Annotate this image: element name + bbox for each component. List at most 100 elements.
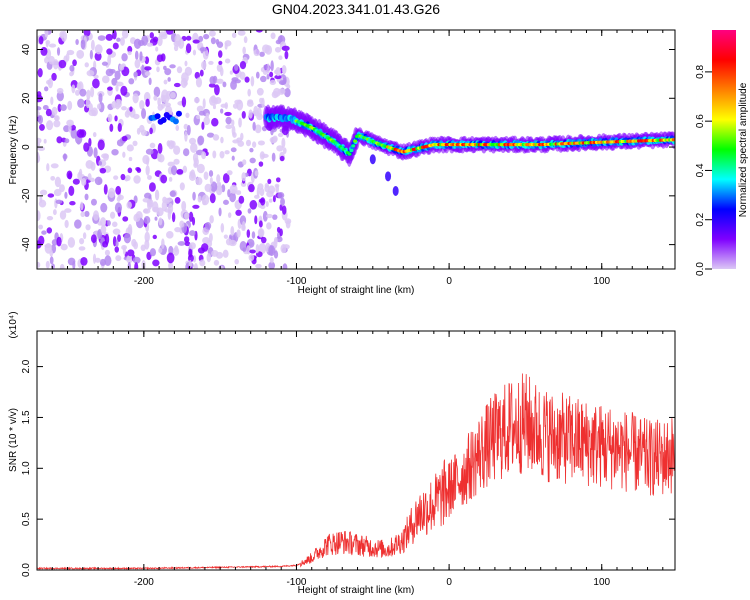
noise-blob: [277, 88, 286, 95]
noise-blob: [145, 98, 150, 107]
noise-blob: [198, 35, 204, 43]
noise-blob: [147, 175, 152, 180]
noise-blob: [104, 249, 110, 256]
ridge-blob: [160, 117, 167, 124]
noise-blob: [115, 240, 119, 247]
noise-blob: [218, 60, 223, 65]
noise-blob: [100, 202, 108, 213]
noise-blob: [98, 161, 103, 166]
noise-blob: [156, 66, 160, 73]
noise-blob: [196, 114, 201, 120]
noise-blob: [195, 177, 203, 186]
noise-blob: [74, 89, 80, 96]
noise-blob: [234, 64, 239, 71]
noise-blob: [127, 167, 133, 174]
noise-blob: [175, 124, 180, 131]
noise-blob: [250, 75, 255, 87]
noise-blob: [56, 47, 61, 56]
noise-blob: [232, 131, 237, 138]
noise-blob: [74, 219, 82, 229]
y-tick-label: 1.5: [21, 410, 32, 424]
noise-blob: [127, 224, 133, 235]
noise-blob: [268, 261, 276, 269]
x-tick-label: 100: [593, 577, 610, 588]
noise-blob: [141, 35, 149, 46]
noise-blob: [163, 79, 168, 85]
noise-blob: [284, 50, 289, 60]
noise-blob: [37, 210, 41, 222]
x-tick-label: 0: [446, 577, 452, 588]
noise-blob: [50, 175, 56, 181]
noise-blob: [211, 249, 219, 257]
noise-blob: [230, 147, 237, 153]
noise-blob: [269, 79, 277, 86]
noise-blob: [134, 262, 139, 269]
noise-blob: [54, 176, 62, 188]
noise-blob: [256, 186, 260, 197]
noise-blob: [275, 184, 280, 194]
noise-blob: [109, 68, 116, 74]
noise-blob: [254, 124, 262, 134]
ridge-blob: [172, 118, 179, 125]
noise-blob: [246, 100, 254, 107]
noise-blob: [102, 241, 109, 248]
noise-blob: [185, 112, 190, 119]
noise-blob: [241, 172, 246, 182]
noise-blob: [125, 174, 131, 182]
noise-blob: [276, 226, 281, 233]
noise-blob: [189, 230, 196, 237]
noise-blob: [88, 109, 97, 117]
noise-blob: [229, 184, 238, 194]
noise-blob: [116, 139, 124, 147]
noise-blob: [241, 111, 246, 119]
noise-blob: [249, 249, 256, 254]
noise-blob: [50, 163, 59, 169]
noise-blob: [225, 124, 233, 130]
noise-blob: [92, 78, 100, 89]
noise-blob: [237, 140, 245, 147]
noise-blob: [56, 136, 63, 144]
noise-blob: [186, 124, 191, 136]
noise-blob: [160, 174, 168, 184]
noise-blob: [113, 175, 119, 180]
noise-blob: [168, 261, 173, 269]
noise-blob: [214, 84, 220, 96]
noise-blob: [80, 39, 86, 50]
noise-blob: [51, 106, 58, 116]
noise-blob: [184, 131, 188, 142]
noise-blob: [126, 144, 134, 152]
noise-blob: [69, 65, 75, 72]
noise-blob: [193, 263, 198, 269]
noise-blob: [145, 148, 154, 155]
noise-blob: [269, 256, 274, 264]
noise-blob: [37, 106, 42, 111]
noise-blob: [132, 256, 141, 264]
noise-blob: [224, 42, 228, 50]
noise-blob: [129, 106, 133, 112]
noise-blob: [112, 42, 119, 50]
noise-blob: [51, 263, 55, 269]
y-tick-label: 0: [21, 144, 32, 150]
noise-blob: [162, 196, 167, 204]
noise-blob: [201, 151, 207, 160]
noise-blob: [219, 66, 224, 77]
noise-blob: [92, 132, 97, 138]
noise-blob: [239, 71, 246, 80]
noise-blob: [199, 47, 208, 52]
noise-blob: [58, 59, 67, 69]
noise-blob: [230, 226, 235, 237]
noise-blob: [257, 140, 265, 146]
noise-blob: [106, 220, 111, 226]
noise-blob: [37, 261, 41, 268]
noise-blob: [196, 163, 205, 174]
noise-blob: [231, 155, 235, 161]
noise-blob: [157, 97, 161, 107]
noise-blob: [268, 198, 273, 203]
noise-blob: [114, 246, 119, 253]
noise-blob: [249, 157, 256, 164]
noise-blob: [84, 210, 90, 218]
noise-blob: [240, 132, 244, 141]
noise-blob: [174, 34, 182, 46]
noise-blob: [111, 77, 118, 86]
noise-blob: [269, 71, 274, 78]
